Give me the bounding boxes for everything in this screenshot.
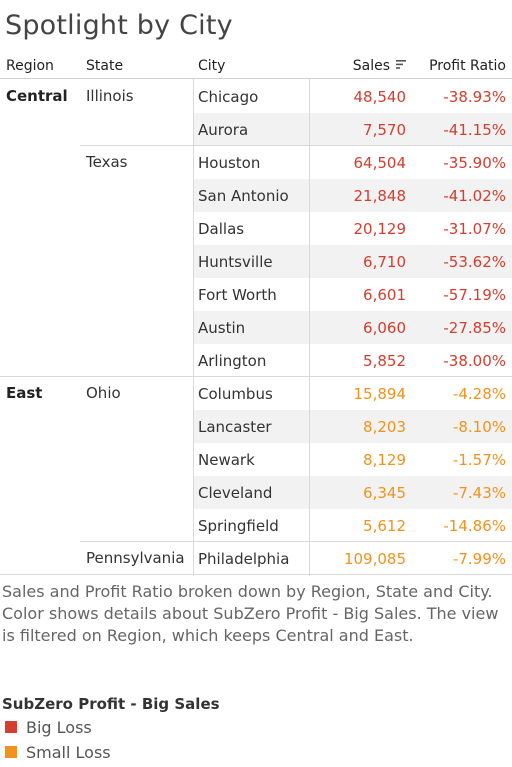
row-stripe: [193, 410, 512, 443]
sales-cell: 6,710: [363, 253, 406, 271]
city-cell: Huntsville: [198, 253, 273, 271]
column-divider: [193, 79, 194, 576]
table-row[interactable]: Texas Houston 64,504 -35.90%: [0, 146, 512, 179]
table-row[interactable]: Huntsville 6,710 -53.62%: [0, 245, 512, 278]
city-cell: Austin: [198, 319, 246, 337]
sales-cell: 5,612: [363, 517, 406, 535]
profit-ratio-cell: -27.85%: [443, 319, 506, 337]
city-cell: Arlington: [198, 352, 267, 370]
table-row[interactable]: Dallas 20,129 -31.07%: [0, 212, 512, 245]
profit-ratio-cell: -7.43%: [452, 484, 506, 502]
table-row[interactable]: Arlington 5,852 -38.00%: [0, 344, 512, 377]
header-region[interactable]: Region: [6, 58, 54, 74]
header-city[interactable]: City: [198, 58, 226, 74]
city-cell: Lancaster: [198, 418, 272, 436]
profit-ratio-cell: -31.07%: [443, 220, 506, 238]
table-row[interactable]: Newark 8,129 -1.57%: [0, 443, 512, 476]
profit-ratio-cell: -4.28%: [452, 385, 506, 403]
sort-descending-icon[interactable]: [396, 60, 406, 69]
group-divider: [80, 145, 512, 146]
table-header: Region State City Sales Profit Ratio: [0, 56, 512, 79]
profit-ratio-cell: -1.57%: [452, 451, 506, 469]
row-stripe: [193, 311, 512, 344]
city-cell: Chicago: [198, 88, 259, 106]
profit-ratio-cell: -8.10%: [452, 418, 506, 436]
sales-cell: 8,203: [363, 418, 406, 436]
row-stripe: [193, 245, 512, 278]
table-row[interactable]: Aurora 7,570 -41.15%: [0, 113, 512, 146]
table-row[interactable]: Springfield 5,612 -14.86%: [0, 509, 512, 542]
city-cell: Newark: [198, 451, 255, 469]
state-cell: Illinois: [86, 87, 134, 105]
legend-label: Big Loss: [26, 718, 92, 737]
state-cell: Texas: [86, 153, 128, 171]
table-row[interactable]: Cleveland 6,345 -7.43%: [0, 476, 512, 509]
profit-ratio-cell: -38.93%: [443, 88, 506, 106]
group-divider: [0, 574, 512, 575]
table-body: Central Illinois Chicago 48,540 -38.93% Auror…: [0, 79, 512, 576]
page-title: Spotlight by City: [5, 10, 233, 41]
group-divider: [80, 541, 512, 542]
profit-ratio-cell: -41.02%: [443, 187, 506, 205]
header-profit-ratio[interactable]: Profit Ratio: [429, 58, 506, 74]
table-row[interactable]: Central Illinois Chicago 48,540 -38.93%: [0, 80, 512, 113]
sales-cell: 48,540: [353, 88, 407, 106]
city-cell: Fort Worth: [198, 286, 277, 304]
sales-cell: 15,894: [353, 385, 407, 403]
header-sales[interactable]: Sales: [352, 58, 390, 74]
sales-cell: 20,129: [353, 220, 407, 238]
legend-item[interactable]: Big Loss: [5, 718, 92, 737]
sales-cell: 109,085: [343, 550, 406, 568]
legend-label: Small Loss: [26, 743, 111, 762]
row-stripe: [193, 113, 512, 146]
profit-ratio-cell: -53.62%: [443, 253, 506, 271]
legend-item[interactable]: Small Loss: [5, 743, 111, 762]
city-cell: Houston: [198, 154, 261, 172]
profit-ratio-cell: -14.86%: [443, 517, 506, 535]
profit-ratio-cell: -57.19%: [443, 286, 506, 304]
table-row[interactable]: East Ohio Columbus 15,894 -4.28%: [0, 377, 512, 410]
header-state[interactable]: State: [86, 58, 124, 74]
city-cell: San Antonio: [198, 187, 289, 205]
view-caption: Sales and Profit Ratio broken down by Re…: [2, 582, 499, 645]
header-sales-wrap[interactable]: Sales: [353, 58, 406, 74]
state-cell: Pennsylvania: [86, 549, 185, 567]
group-divider: [0, 376, 512, 377]
data-table: Region State City Sales Profit Ratio Cen…: [0, 56, 512, 576]
legend-title: SubZero Profit - Big Sales: [2, 695, 220, 713]
profit-ratio-cell: -41.15%: [443, 121, 506, 139]
table-row[interactable]: Lancaster 8,203 -8.10%: [0, 410, 512, 443]
sales-cell: 64,504: [353, 154, 407, 172]
sales-cell: 6,060: [363, 319, 406, 337]
sales-cell: 6,601: [363, 286, 406, 304]
table-row[interactable]: Pennsylvania Philadelphia 109,085 -7.99%: [0, 542, 512, 575]
column-divider: [309, 79, 310, 576]
city-cell: Columbus: [198, 385, 273, 403]
city-cell: Springfield: [198, 517, 279, 535]
sales-cell: 21,848: [353, 187, 407, 205]
row-stripe: [193, 476, 512, 509]
region-cell: East: [6, 384, 43, 402]
table-row[interactable]: Austin 6,060 -27.85%: [0, 311, 512, 344]
sales-cell: 7,570: [363, 121, 406, 139]
region-cell: Central: [6, 87, 68, 105]
city-cell: Philadelphia: [198, 550, 290, 568]
sales-cell: 6,345: [363, 484, 406, 502]
sales-cell: 8,129: [363, 451, 406, 469]
profit-ratio-cell: -35.90%: [443, 154, 506, 172]
city-cell: Aurora: [198, 121, 249, 139]
profit-ratio-cell: -38.00%: [443, 352, 506, 370]
legend-swatch-icon: [5, 721, 17, 733]
profit-ratio-cell: -7.99%: [452, 550, 506, 568]
row-stripe: [193, 179, 512, 212]
city-cell: Dallas: [198, 220, 245, 238]
table-row[interactable]: Fort Worth 6,601 -57.19%: [0, 278, 512, 311]
sales-cell: 5,852: [363, 352, 406, 370]
state-cell: Ohio: [86, 384, 121, 402]
legend-swatch-icon: [5, 746, 17, 758]
city-cell: Cleveland: [198, 484, 273, 502]
table-row[interactable]: San Antonio 21,848 -41.02%: [0, 179, 512, 212]
